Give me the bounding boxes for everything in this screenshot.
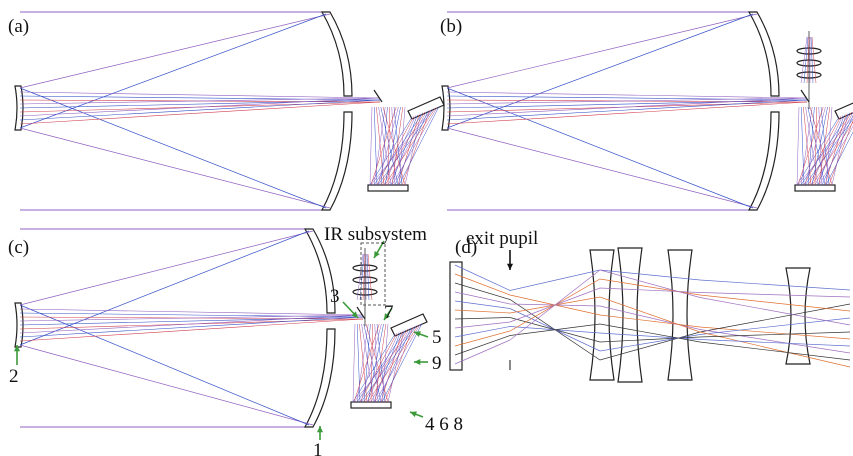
mirror	[749, 112, 779, 210]
ray	[370, 107, 372, 185]
ray	[447, 96, 807, 100]
ray	[447, 128, 757, 208]
callout-ir: IR subsystem	[324, 224, 427, 245]
ray	[447, 14, 757, 88]
callout-number: 3	[330, 286, 340, 307]
mirror	[368, 185, 408, 191]
ray	[20, 309, 363, 315]
ray	[20, 231, 313, 305]
callout-exit-pupil: exit pupil	[466, 228, 538, 249]
callout-number: 2	[9, 366, 19, 387]
element	[450, 262, 462, 370]
mirror	[305, 329, 335, 427]
ray	[20, 305, 309, 425]
callout-number: 7	[384, 302, 394, 323]
mirror	[795, 185, 835, 191]
optical-figure: (a) (b) (c) (d) IR subsystem exit pupil …	[0, 0, 853, 456]
ray	[20, 96, 380, 100]
lens	[786, 268, 810, 364]
arrowhead	[414, 331, 421, 337]
callout-number: 9	[432, 353, 442, 374]
mirror	[749, 12, 779, 96]
ray	[398, 114, 419, 185]
lens	[668, 250, 692, 380]
ray	[455, 265, 850, 291]
ray	[20, 313, 363, 317]
ray	[353, 324, 355, 402]
ray	[20, 88, 326, 208]
ray	[385, 327, 413, 402]
ray	[20, 345, 313, 425]
ray	[447, 92, 807, 98]
ray	[392, 107, 437, 185]
ray	[20, 92, 380, 98]
panel-label: (c)	[8, 237, 29, 258]
callout-number: 1	[313, 440, 323, 456]
ray	[825, 114, 846, 185]
ray	[375, 324, 420, 402]
arrowhead	[317, 426, 323, 432]
callout-number: 5	[432, 327, 442, 348]
ray	[381, 331, 402, 402]
arrowhead	[414, 359, 420, 365]
panel-label: (b)	[440, 16, 462, 37]
arrowhead	[507, 264, 513, 270]
mirror	[322, 112, 352, 210]
callout-number: 4 6 8	[425, 414, 463, 435]
ray	[20, 14, 330, 88]
ray	[402, 110, 430, 185]
mirror	[351, 402, 391, 408]
panel-label: (a)	[8, 16, 29, 37]
mirror	[322, 12, 352, 96]
ray-traces	[14, 12, 853, 440]
ray	[447, 88, 753, 208]
ray	[797, 107, 799, 185]
ray	[819, 107, 853, 185]
ray	[20, 128, 330, 208]
